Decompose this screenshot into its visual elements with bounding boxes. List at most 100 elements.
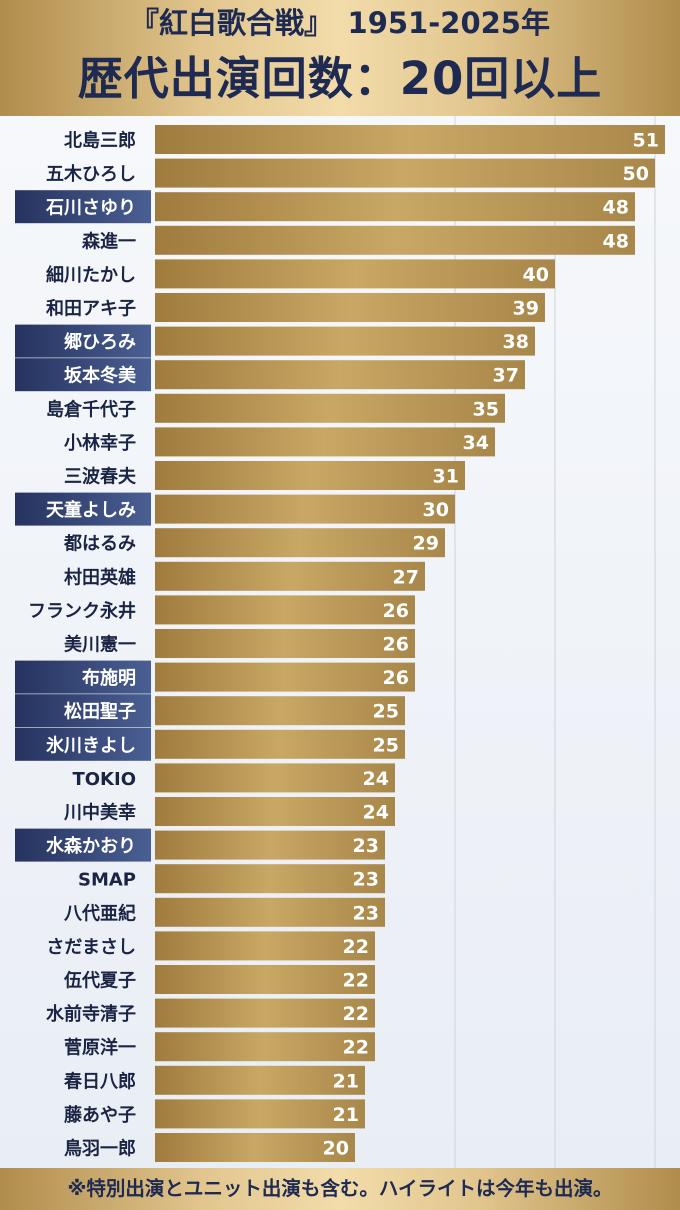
value-label-24: 22 — [343, 936, 369, 958]
value-label-3: 48 — [603, 230, 629, 252]
bar-29 — [155, 1099, 365, 1129]
bar-16 — [155, 662, 415, 692]
value-label-8: 35 — [473, 398, 499, 420]
category-label-27: 菅原洋一 — [64, 1037, 136, 1059]
bar-chart: 北島三郎 51 五木ひろし 50 石川さゆり 48 森進一 48 細川たかし 40 和田アキ子 39 郷… — [15, 116, 665, 1168]
bar-layer: 北島三郎 51 五木ひろし 50 石川さゆり 48 森進一 48 細川たかし 40 和田アキ子 39 郷… — [15, 125, 665, 1162]
bar-21 — [155, 830, 385, 860]
header: 『紅白歌合戦』 1951-2025年 歴代出演回数：20回以上 — [0, 0, 680, 116]
bar-13 — [155, 561, 425, 591]
bar-25 — [155, 965, 375, 994]
value-label-27: 22 — [343, 1037, 369, 1059]
bar-17 — [155, 696, 405, 726]
category-label-3: 森進一 — [82, 230, 136, 252]
value-label-30: 20 — [323, 1138, 349, 1160]
value-label-4: 40 — [523, 264, 549, 286]
bar-22 — [155, 864, 385, 894]
bar-6 — [155, 326, 535, 356]
value-label-21: 23 — [353, 835, 379, 857]
category-label-10: 三波春夫 — [64, 466, 137, 488]
category-label-9: 小林幸子 — [64, 432, 136, 454]
title-line2: 歴代出演回数：20回以上 — [77, 52, 603, 105]
category-label-15: 美川憲一 — [64, 634, 136, 656]
category-label-24: さだまさし — [46, 937, 136, 958]
bar-26 — [155, 998, 375, 1028]
value-label-1: 50 — [623, 163, 649, 185]
category-label-12: 都はるみ — [63, 534, 136, 555]
value-label-7: 37 — [493, 365, 519, 387]
category-label-25: 伍代夏子 — [63, 970, 136, 992]
category-label-17: 松田聖子 — [64, 701, 136, 723]
category-label-16: 布施明 — [82, 667, 136, 689]
bar-15 — [155, 629, 415, 658]
bar-24 — [155, 931, 375, 961]
bar-1 — [155, 158, 655, 188]
bar-7 — [155, 360, 525, 390]
category-label-2: 石川さゆり — [45, 198, 136, 219]
category-label-14: フランク永井 — [28, 600, 136, 622]
label-highlight-16 — [15, 660, 151, 694]
value-label-22: 23 — [353, 869, 379, 891]
value-label-9: 34 — [463, 432, 489, 454]
value-label-18: 25 — [373, 734, 399, 756]
bar-11 — [155, 494, 455, 524]
category-label-11: 天童よしみ — [46, 499, 136, 521]
category-label-5: 和田アキ子 — [46, 299, 136, 320]
value-label-5: 39 — [513, 298, 539, 320]
category-label-19: TOKIO — [72, 769, 136, 790]
label-highlight-21 — [15, 828, 151, 862]
category-label-7: 坂本冬美 — [64, 365, 136, 387]
value-label-26: 22 — [343, 1003, 369, 1025]
value-label-0: 51 — [633, 130, 659, 152]
title-line1: 『紅白歌合戦』 1951-2025年 — [130, 6, 550, 40]
bar-9 — [155, 427, 495, 457]
category-label-29: 藤あや子 — [64, 1104, 136, 1126]
bar-3 — [155, 225, 635, 255]
value-label-23: 23 — [353, 902, 379, 924]
bar-4 — [155, 259, 555, 289]
bar-27 — [155, 1032, 375, 1062]
category-label-4: 細川たかし — [46, 264, 136, 286]
bar-5 — [155, 293, 545, 322]
bar-0 — [155, 125, 665, 154]
label-highlight-18 — [15, 727, 151, 761]
category-label-26: 水前寺清子 — [46, 1003, 136, 1025]
bar-20 — [155, 797, 395, 826]
category-label-6: 郷ひろみ — [64, 331, 136, 353]
footer-note: ※特別出演とユニット出演も含む。ハイライトは今年も出演。 — [0, 1168, 680, 1210]
category-label-28: 春日八郎 — [64, 1070, 136, 1092]
value-label-12: 29 — [413, 533, 439, 555]
value-label-6: 38 — [503, 331, 529, 353]
value-label-17: 25 — [373, 701, 399, 723]
bar-8 — [155, 393, 505, 423]
bar-14 — [155, 595, 415, 625]
value-label-13: 27 — [393, 566, 419, 588]
category-label-23: 八代亜紀 — [64, 902, 136, 924]
bar-23 — [155, 897, 385, 927]
label-highlight-17 — [15, 694, 151, 728]
category-label-0: 北島三郎 — [64, 130, 136, 152]
value-label-11: 30 — [423, 499, 449, 521]
label-highlight-6 — [15, 324, 151, 358]
label-highlight-2 — [15, 190, 151, 224]
category-label-1: 五木ひろし — [46, 163, 136, 185]
bar-18 — [155, 729, 405, 759]
value-label-19: 24 — [363, 768, 389, 790]
category-label-20: 川中美幸 — [63, 802, 136, 824]
value-label-16: 26 — [383, 667, 409, 689]
category-label-13: 村田英雄 — [64, 566, 136, 588]
value-label-25: 22 — [343, 970, 369, 992]
bar-19 — [155, 763, 395, 793]
bar-2 — [155, 192, 635, 222]
bar-30 — [155, 1133, 355, 1162]
bar-10 — [155, 461, 465, 490]
value-label-29: 21 — [333, 1104, 359, 1126]
grid-layer — [454, 116, 656, 1168]
value-label-2: 48 — [603, 197, 629, 219]
value-label-15: 26 — [383, 634, 409, 656]
category-label-22: SMAP — [78, 870, 136, 891]
label-highlight-11 — [15, 492, 151, 526]
bar-12 — [155, 528, 445, 558]
value-label-20: 24 — [363, 802, 389, 824]
value-label-14: 26 — [383, 600, 409, 622]
